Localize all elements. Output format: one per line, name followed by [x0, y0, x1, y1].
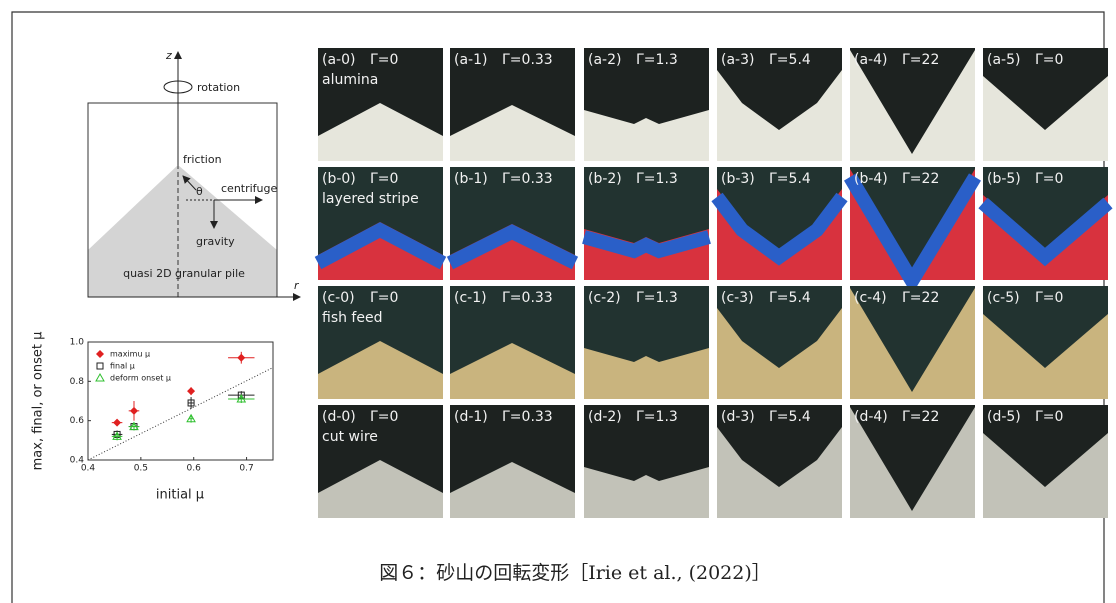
legend-label: maximu μ	[110, 350, 150, 359]
marker	[237, 354, 245, 362]
panel-label: (d-2)	[588, 409, 622, 425]
panel-label: (b-2)	[588, 171, 622, 187]
z-label: z	[165, 49, 172, 62]
marker	[97, 363, 103, 369]
panel-label: (c-1)	[454, 290, 487, 306]
panel-label: (b-1)	[454, 171, 488, 187]
marker	[187, 387, 195, 395]
panel-label: (a-2)	[588, 52, 621, 68]
figure: z rotation friction θ centrifuge gravity…	[0, 0, 1116, 603]
x-axis-label: initial μ	[156, 488, 204, 503]
material-label: layered stripe	[322, 191, 419, 207]
panel-gamma: Γ=0.33	[502, 52, 553, 68]
panel-label: (b-5)	[987, 171, 1021, 187]
marker	[96, 350, 104, 358]
panel-gamma: Γ=1.3	[636, 171, 678, 187]
material-label: alumina	[322, 72, 378, 88]
panel-gamma: Γ=5.4	[769, 52, 811, 68]
y-axis-label: max, final, or onset μ	[31, 332, 46, 471]
material-label: fish feed	[322, 310, 382, 326]
panel-gamma: Γ=0	[1035, 290, 1063, 306]
y-tick-label: 0.4	[70, 456, 85, 466]
panel-gamma: Γ=0	[370, 171, 398, 187]
panel-gamma: Γ=5.4	[769, 409, 811, 425]
panel-label: (a-3)	[721, 52, 754, 68]
x-tick-label: 0.6	[187, 464, 202, 474]
panel-label: (c-4)	[854, 290, 887, 306]
panel-label: (d-1)	[454, 409, 488, 425]
panel-gamma: Γ=0	[370, 290, 398, 306]
panel-label: (d-5)	[987, 409, 1021, 425]
legend-label: deform onset μ	[110, 374, 171, 383]
blue-layer	[584, 237, 709, 251]
panel-label: (b-0)	[322, 171, 356, 187]
y-tick-label: 1.0	[70, 338, 85, 348]
centrifuge-label: centrifuge	[221, 182, 278, 195]
panel-label: (a-5)	[987, 52, 1020, 68]
theta-label: θ	[196, 185, 203, 198]
y-tick-label: 0.6	[70, 416, 85, 426]
panel-label: (d-4)	[854, 409, 888, 425]
panel-gamma: Γ=0.33	[502, 290, 553, 306]
panel-gamma: Γ=0.33	[502, 171, 553, 187]
panel-label: (c-5)	[987, 290, 1020, 306]
panel-gamma: Γ=22	[902, 409, 939, 425]
panel-gamma: Γ=0	[370, 52, 398, 68]
panel-label: (c-3)	[721, 290, 754, 306]
x-tick-label: 0.5	[134, 464, 148, 474]
marker	[130, 407, 138, 415]
r-label: r	[294, 279, 300, 292]
rotation-label: rotation	[197, 81, 240, 94]
panel-label: (d-3)	[721, 409, 755, 425]
caption: 図６：砂山の回転変形［Irie et al., (2022)］	[379, 562, 771, 584]
legend-label: final μ	[110, 362, 135, 371]
pile-label: quasi 2D granular pile	[123, 267, 245, 280]
panel-gamma: Γ=1.3	[636, 290, 678, 306]
diagram: z rotation friction θ centrifuge gravity…	[88, 49, 300, 297]
panel-grid: (a-0) Γ=0 alumina (a-1) Γ=0.33 (a-2) Γ=1.3 (a-3…	[318, 48, 1108, 518]
panel-label: (d-0)	[322, 409, 356, 425]
friction-label: friction	[183, 153, 222, 166]
panel-label: (b-3)	[721, 171, 755, 187]
panel-gamma: Γ=1.3	[636, 52, 678, 68]
panel-label: (c-2)	[588, 290, 621, 306]
panel-gamma: Γ=0	[1035, 171, 1063, 187]
panel-gamma: Γ=5.4	[769, 290, 811, 306]
panel-gamma: Γ=0.33	[502, 409, 553, 425]
panel-label: (a-0)	[322, 52, 355, 68]
y-tick-label: 0.8	[70, 377, 85, 387]
panel-label: (b-4)	[854, 171, 888, 187]
panel-gamma: Γ=22	[902, 52, 939, 68]
material-label: cut wire	[322, 429, 378, 445]
panel-gamma: Γ=0	[1035, 409, 1063, 425]
panel-label: (c-0)	[322, 290, 355, 306]
marker	[96, 374, 104, 381]
panel-gamma: Γ=0	[370, 409, 398, 425]
x-tick-label: 0.7	[239, 464, 253, 474]
marker	[113, 419, 121, 427]
panel-label: (a-1)	[454, 52, 487, 68]
panel-gamma: Γ=1.3	[636, 409, 678, 425]
panel-label: (a-4)	[854, 52, 887, 68]
gravity-label: gravity	[196, 235, 235, 248]
panel-gamma: Γ=22	[902, 171, 939, 187]
chart: initial μ max, final, or onset μ 0.4 0.5 0…	[31, 332, 274, 503]
panel-gamma: Γ=5.4	[769, 171, 811, 187]
panel-gamma: Γ=22	[902, 290, 939, 306]
panel-gamma: Γ=0	[1035, 52, 1063, 68]
